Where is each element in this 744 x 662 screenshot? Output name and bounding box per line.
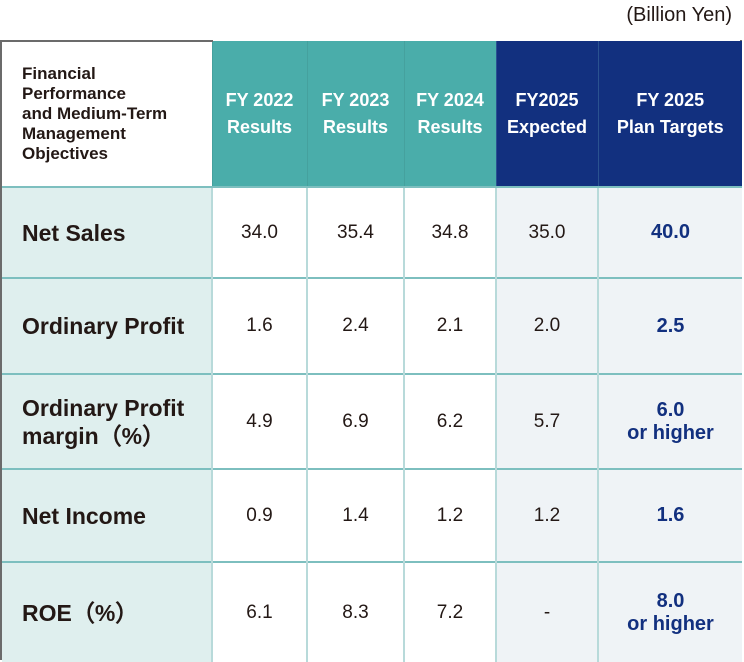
row-label-text: margin（%） — [22, 422, 166, 449]
cell-fy2025-expected: 5.7 — [495, 373, 598, 469]
cell-fy2023: 35.4 — [306, 186, 404, 278]
row-label-text: Ordinary Profit — [22, 394, 185, 421]
cell-fy2022: 34.0 — [211, 186, 307, 278]
cell-fy2025-expected: - — [495, 561, 598, 662]
cell-fy2022: 0.9 — [211, 468, 307, 562]
cell-fy2025-expected: 35.0 — [495, 186, 598, 278]
target-value: 1.6 — [656, 504, 685, 526]
financial-objectives-table: Financial Performance and Medium-Term Ma… — [2, 40, 742, 662]
header-line: Expected — [506, 116, 588, 137]
column-header-fy2024-results: FY 2024 Results — [403, 41, 496, 187]
row-label-text: Ordinary Profit — [22, 313, 185, 339]
cell-fy2025-target: 1.6 — [597, 468, 742, 562]
header-line: Results — [226, 116, 293, 137]
cell-fy2025-expected: 2.0 — [495, 277, 598, 374]
header-line: FY 2023 — [321, 89, 390, 110]
cell-fy2024: 7.2 — [403, 561, 496, 662]
row-label-text: ROE（%） — [22, 599, 139, 626]
cell-fy2022: 4.9 — [211, 373, 307, 469]
target-qualifier: or higher — [627, 612, 714, 635]
cell-fy2025-target: 2.5 — [597, 277, 742, 374]
row-label-text: Net Income — [22, 502, 146, 529]
header-line: Plan Targets — [616, 116, 724, 137]
cell-fy2023: 8.3 — [306, 561, 404, 662]
cell-fy2022: 6.1 — [211, 561, 307, 662]
cell-fy2023: 1.4 — [306, 468, 404, 562]
cell-fy2023: 6.9 — [306, 373, 404, 469]
target-qualifier: or higher — [627, 421, 714, 444]
table-row-net-income: Net Income 0.9 1.4 1.2 1.2 1.6 — [2, 468, 742, 562]
target-value: 6.0 — [656, 398, 685, 421]
header-row: Financial Performance and Medium-Term Ma… — [2, 40, 742, 187]
target-value: 40.0 — [651, 221, 690, 243]
cell-fy2023: 2.4 — [306, 277, 404, 374]
corner-line: Financial — [22, 64, 96, 83]
cell-fy2022: 1.6 — [211, 277, 307, 374]
target-value: 8.0 — [656, 589, 685, 612]
row-label: ROE（%） — [2, 561, 212, 662]
cell-fy2025-target: 6.0 or higher — [597, 373, 742, 469]
cell-fy2025-target: 8.0 or higher — [597, 561, 742, 662]
cell-fy2024: 2.1 — [403, 277, 496, 374]
cell-fy2025-expected: 1.2 — [495, 468, 598, 562]
cell-fy2024: 6.2 — [403, 373, 496, 469]
header-line: FY2025 — [515, 89, 579, 110]
corner-header: Financial Performance and Medium-Term Ma… — [2, 40, 212, 187]
row-label-text: Net Sales — [22, 219, 126, 246]
corner-line: Performance — [22, 84, 126, 103]
table-row-roe: ROE（%） 6.1 8.3 7.2 - 8.0 or higher — [2, 561, 742, 662]
header-line: Results — [417, 116, 483, 137]
row-label: Ordinary Profit margin（%） — [2, 373, 212, 469]
cell-fy2025-target: 40.0 — [597, 186, 742, 278]
table-row-ordinary-profit: Ordinary Profit 1.6 2.4 2.1 2.0 2.5 — [2, 277, 742, 374]
row-label: Net Sales — [2, 186, 212, 278]
column-header-fy2023-results: FY 2023 Results — [306, 41, 404, 187]
corner-line: Management — [22, 124, 126, 143]
corner-line: and Medium-Term — [22, 104, 168, 123]
header-line: FY 2025 — [636, 89, 705, 110]
cell-fy2024: 1.2 — [403, 468, 496, 562]
column-header-fy2022-results: FY 2022 Results — [211, 41, 307, 187]
header-line: FY 2024 — [416, 89, 484, 110]
corner-line: Objectives — [22, 144, 108, 163]
row-label: Net Income — [2, 468, 212, 562]
column-header-fy2025-expected: FY2025 Expected — [495, 41, 598, 187]
table-row-ordinary-profit-margin: Ordinary Profit margin（%） 4.9 6.9 6.2 5.… — [2, 373, 742, 469]
row-label: Ordinary Profit — [2, 277, 212, 374]
target-value: 2.5 — [656, 314, 685, 337]
column-header-fy2025-plan-targets: FY 2025 Plan Targets — [597, 41, 742, 187]
header-line: Results — [322, 116, 389, 137]
table-row-net-sales: Net Sales 34.0 35.4 34.8 35.0 40.0 — [2, 186, 742, 278]
header-line: FY 2022 — [225, 89, 294, 110]
cell-fy2024: 34.8 — [403, 186, 496, 278]
unit-note: (Billion Yen) — [626, 4, 732, 26]
